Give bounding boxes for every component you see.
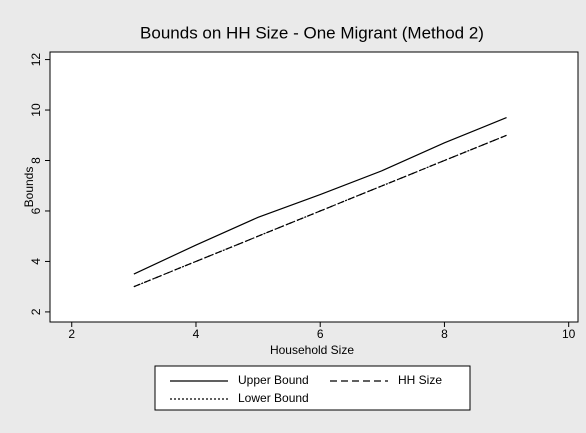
line bbox=[133, 117, 507, 275]
y-tick-label: 10 bbox=[29, 103, 43, 117]
x-tick-label: 2 bbox=[68, 327, 75, 341]
chart-title: Bounds on HH Size - One Migrant (Method … bbox=[140, 23, 484, 42]
y-tick-label: 6 bbox=[29, 207, 43, 214]
y-tick-label: 2 bbox=[29, 308, 43, 315]
legend-label: HH Size bbox=[398, 373, 442, 387]
x-tick-label: 10 bbox=[562, 327, 576, 341]
x-axis-label: Household Size bbox=[270, 343, 354, 357]
legend-label: Lower Bound bbox=[238, 391, 309, 405]
legend bbox=[154, 365, 471, 411]
x-tick-label: 6 bbox=[317, 327, 324, 341]
x-tick-label: 4 bbox=[193, 327, 200, 341]
plot-area bbox=[49, 51, 579, 323]
y-tick-label: 12 bbox=[29, 53, 43, 67]
y-axis-label: Bounds bbox=[22, 167, 36, 208]
y-tick-label: 4 bbox=[29, 258, 43, 265]
line bbox=[133, 134, 507, 288]
y-tick-label: 8 bbox=[29, 157, 43, 164]
x-tick-label: 8 bbox=[441, 327, 448, 341]
legend-label: Upper Bound bbox=[238, 373, 309, 387]
